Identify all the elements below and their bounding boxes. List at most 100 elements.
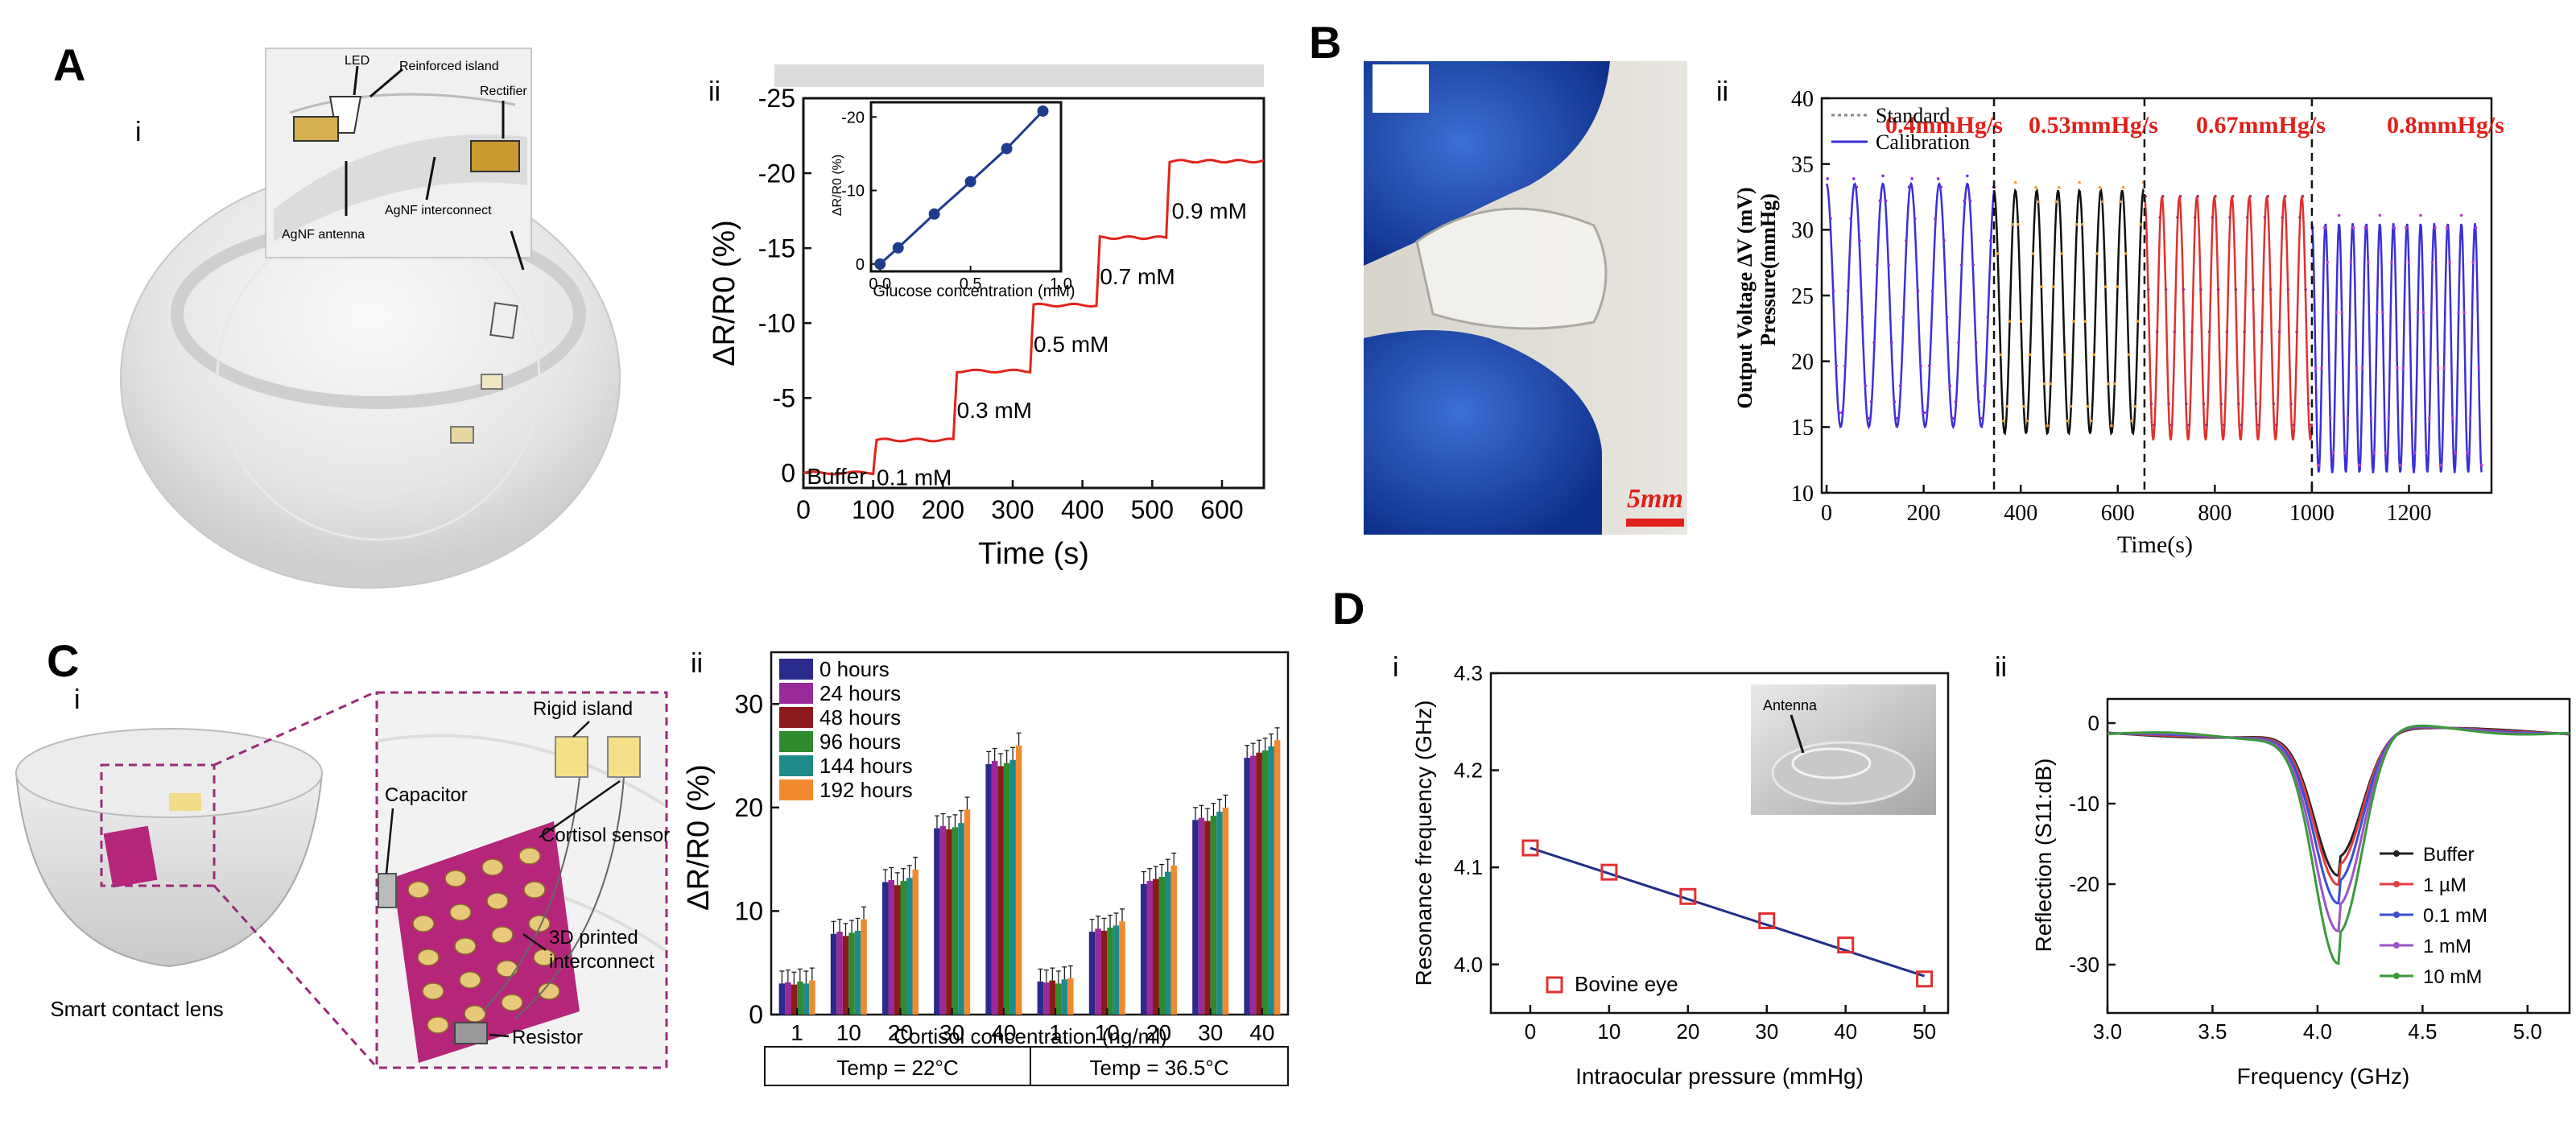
bar bbox=[1100, 930, 1108, 1015]
y-tick-label: 15 bbox=[1791, 415, 1814, 440]
chart-d-i: 0 10 20 30 40 50 4.0 4.1 4.2 4.3 Intraocular pres… bbox=[1411, 661, 1950, 1089]
bar bbox=[1153, 878, 1159, 1015]
standard-data-point bbox=[2337, 213, 2341, 217]
standard-data-point bbox=[2231, 195, 2235, 198]
y-tick-label: 10 bbox=[734, 896, 763, 925]
standard-data-point bbox=[2378, 213, 2382, 217]
standard-data-point bbox=[2040, 285, 2043, 288]
chart-a-ii-header-band bbox=[774, 64, 1264, 87]
standard-data-point bbox=[1890, 341, 1893, 345]
x-tick-label: 500 bbox=[1131, 495, 1174, 524]
standard-data-point bbox=[2149, 402, 2153, 406]
sensor-dot bbox=[528, 915, 551, 932]
standard-data-point bbox=[2022, 404, 2026, 408]
y-tick-label: 0 bbox=[749, 1000, 763, 1029]
legend-label: 144 hours bbox=[819, 754, 913, 778]
standard-data-point bbox=[2349, 261, 2352, 264]
x-tick-label: 400 bbox=[2004, 501, 2037, 526]
standard-data-point bbox=[2322, 225, 2326, 229]
sensor-dot bbox=[464, 1005, 486, 1023]
standard-data-point bbox=[2304, 287, 2307, 291]
standard-data-point bbox=[2223, 424, 2226, 427]
standard-data-point bbox=[2448, 261, 2451, 264]
bar bbox=[1015, 745, 1022, 1015]
standard-data-point bbox=[2031, 252, 2035, 255]
standard-data-point bbox=[1867, 416, 1870, 420]
standard-data-point bbox=[1996, 252, 2000, 255]
standard-data-point bbox=[1942, 238, 1946, 242]
standard-data-point bbox=[2185, 402, 2188, 406]
bar bbox=[1244, 758, 1250, 1015]
x-tick-label: 10 bbox=[836, 1020, 861, 1045]
standard-data-point bbox=[2263, 216, 2267, 219]
standard-data-point bbox=[2078, 180, 2081, 184]
bar bbox=[861, 919, 867, 1015]
panel-c-sub-ii: ii bbox=[691, 648, 703, 679]
standard-data-point bbox=[2363, 225, 2367, 229]
standard-data-point bbox=[2384, 451, 2388, 455]
zoom-region-box bbox=[100, 763, 216, 887]
bar bbox=[1222, 807, 1229, 1015]
x-tick-label: 100 bbox=[852, 495, 894, 524]
standard-data-point bbox=[1869, 400, 1873, 403]
standard-data-point bbox=[1999, 353, 2003, 357]
annotation-concentration: 0.3 mM bbox=[957, 398, 1032, 423]
standard-data-point bbox=[2193, 216, 2197, 219]
standard-data-point bbox=[2037, 200, 2041, 204]
standard-data-point bbox=[2008, 320, 2012, 323]
standard-data-point bbox=[2284, 195, 2287, 198]
standard-data-point bbox=[2272, 402, 2276, 406]
antenna-label: Antenna bbox=[1763, 697, 1818, 713]
bar bbox=[803, 983, 810, 1015]
bar bbox=[1067, 978, 1074, 1015]
chart-b-ii-xlabel: Time(s) bbox=[2117, 531, 2193, 558]
inset-y-tick-label: -20 bbox=[841, 109, 865, 126]
sensor-dot bbox=[407, 881, 430, 899]
inset-x-tick-label: 0.0 bbox=[869, 275, 891, 293]
standard-data-point bbox=[2103, 285, 2107, 288]
standard-data-point bbox=[2211, 216, 2215, 219]
agnf-antenna-label: AgNF antenna bbox=[282, 228, 365, 242]
standard-data-point bbox=[2329, 416, 2332, 420]
standard-data-point bbox=[2161, 195, 2165, 198]
standard-data-point bbox=[2390, 261, 2393, 264]
x-tick-label: 30 bbox=[939, 1020, 964, 1045]
standard-data-point bbox=[2013, 180, 2017, 184]
bar bbox=[997, 766, 1004, 1015]
standard-data-point bbox=[2004, 404, 2008, 408]
standard-data-point bbox=[1837, 411, 1841, 415]
standard-data-point bbox=[2202, 402, 2206, 406]
standard-data-point bbox=[2419, 213, 2422, 217]
standard-data-point bbox=[2119, 200, 2122, 204]
standard-data-point bbox=[1989, 238, 1992, 242]
chart-d-ii-frame bbox=[2106, 697, 2571, 1015]
legend-swatch bbox=[779, 707, 813, 728]
standard-data-point bbox=[2454, 451, 2458, 455]
chart-a-ii-xlabel: Time (s) bbox=[978, 537, 1089, 571]
standard-data-point bbox=[2410, 416, 2413, 420]
chart-d-i-ylabel: Resonance frequency (GHz) bbox=[1411, 701, 1436, 986]
y-tick-label: 20 bbox=[734, 793, 763, 822]
y-tick-label: 40 bbox=[1791, 87, 1814, 112]
bar bbox=[842, 936, 849, 1015]
standard-data-point bbox=[2196, 195, 2199, 198]
standard-data-point bbox=[2153, 424, 2156, 427]
standard-data-point bbox=[2025, 419, 2029, 423]
bar bbox=[964, 809, 971, 1015]
standard-data-point bbox=[1898, 384, 1902, 387]
x-tick-label: 3.5 bbox=[2198, 1019, 2227, 1044]
glove-bottom bbox=[1364, 330, 1602, 535]
standard-data-point bbox=[2375, 311, 2379, 314]
bar bbox=[1249, 755, 1257, 1015]
bar bbox=[991, 761, 998, 1015]
inset-data-point bbox=[1001, 143, 1013, 155]
bar bbox=[854, 930, 861, 1015]
calibration-series-line bbox=[1825, 181, 1996, 430]
bar bbox=[1141, 884, 1147, 1015]
segment-rate-label: 0.53mmHg/s bbox=[2029, 112, 2158, 138]
annotation-concentration: Buffer bbox=[807, 464, 866, 489]
y-tick-label: 4.2 bbox=[1454, 759, 1483, 783]
x-tick-label: 400 bbox=[1061, 495, 1104, 524]
standard-data-point bbox=[2257, 424, 2260, 427]
bar bbox=[888, 879, 894, 1015]
